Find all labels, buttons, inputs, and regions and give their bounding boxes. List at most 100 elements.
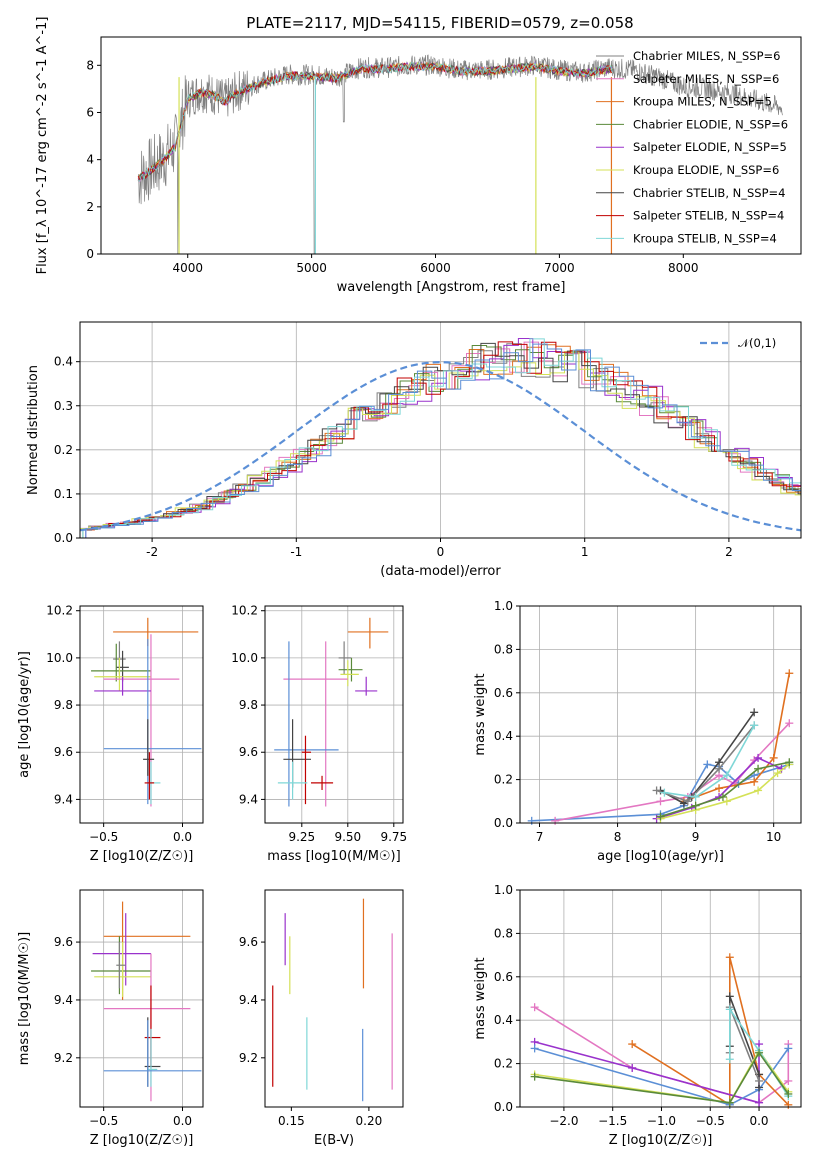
x-tick-label: -2 [146, 545, 158, 559]
x-axis-label: age [log10(age/yr)] [597, 849, 724, 864]
axes-frame [519, 889, 802, 1108]
error-bar-point [283, 641, 348, 807]
error-bar-point [94, 942, 151, 998]
y-tick-label: 0.1 [54, 487, 73, 501]
error-bar-point [144, 752, 155, 800]
histogram-step [85, 343, 801, 538]
observed-spectrum [137, 54, 783, 254]
y-tick-label: 9.6 [239, 745, 258, 759]
error-bar-point [144, 985, 161, 1067]
x-tick-label: 7 [536, 830, 544, 844]
y-tick-label: 0.2 [494, 773, 513, 787]
y-tick-label: 0.6 [494, 970, 513, 984]
legend-label: Chabrier STELIB, N_SSP=4 [633, 186, 785, 200]
error-bar-point [91, 643, 151, 682]
x-tick-label: 9 [692, 830, 700, 844]
y-tick-label: 9.6 [54, 935, 73, 949]
x-tick-label: 2 [725, 545, 733, 559]
histogram-step [82, 338, 801, 538]
legend-label: Chabrier MILES, N_SSP=6 [633, 49, 780, 63]
y-tick-label: 1.0 [494, 883, 513, 897]
y-tick-label: 10.0 [231, 651, 258, 665]
y-tick-label: 9.8 [239, 698, 258, 712]
y-tick-label: 9.4 [54, 993, 73, 1007]
weight-series [530, 1048, 793, 1107]
x-tick-label: 8000 [668, 261, 699, 275]
age-vs-metallicity-panel: −0.5 0.0 9.4 9.6 9.8 10.0 10.2 Z [log10(Z/Z☉)] a… [17, 604, 204, 864]
x-tick-label: 0.0 [173, 1114, 192, 1128]
model-spectrum [137, 61, 613, 183]
model-spectrum [137, 62, 613, 182]
error-bar-point [340, 660, 359, 687]
legend-label: Salpeter MILES, N_SSP=6 [633, 72, 779, 86]
x-tick-label: 0.20 [356, 1114, 383, 1128]
weight-line [534, 1041, 760, 1104]
error-bar-point [103, 953, 191, 1102]
y-tick-label: 0.4 [494, 729, 513, 743]
error-bar-point [274, 641, 339, 807]
x-tick-label: -1 [290, 545, 302, 559]
y-tick-label: 0.2 [54, 443, 73, 457]
y-tick-label: 0.0 [494, 1100, 513, 1114]
axes-frame [264, 889, 404, 1108]
x-tick-label: 9.75 [380, 830, 407, 844]
y-axis-label: Normed distribution [26, 365, 41, 495]
error-bar-point [311, 775, 334, 790]
error-bar-point [301, 735, 311, 805]
x-axis-label: (data-model)/error [380, 564, 501, 579]
weight-line [656, 724, 755, 803]
x-tick-label: 6000 [420, 261, 451, 275]
y-tick-label: 0.2 [494, 1057, 513, 1071]
axes-frame [100, 36, 802, 255]
spectrum-panel: 4000 5000 6000 7000 8000 0 2 4 6 8 PLATE=2117, MJD… [35, 14, 802, 295]
x-tick-label: 0.0 [173, 830, 192, 844]
axes-frame [79, 605, 204, 824]
error-bar-point [277, 761, 308, 800]
y-tick-label: 0.4 [494, 1013, 513, 1027]
weight-series [660, 721, 759, 801]
error-bar-point [147, 1028, 158, 1087]
error-bar-point [113, 617, 199, 647]
legend-label: Chabrier ELODIE, N_SSP=6 [633, 117, 788, 131]
x-tick-label: 5000 [296, 261, 327, 275]
x-tick-label: 4000 [172, 261, 203, 275]
error-bar-point [338, 657, 363, 682]
error-bar-point [347, 617, 389, 649]
axes-frame [79, 889, 204, 1108]
x-tick-label: 1 [581, 545, 589, 559]
x-axis-label: Z [log10(Z/Z☉)] [90, 1133, 194, 1148]
y-axis-label: mass weight [473, 673, 488, 755]
error-bar-point [103, 639, 202, 805]
weight-line [660, 763, 790, 820]
y-tick-label: 10.2 [231, 604, 258, 618]
weight-line [729, 996, 760, 1088]
y-tick-label: 9.8 [54, 698, 73, 712]
x-axis-label: E(B-V) [314, 1133, 354, 1148]
y-tick-label: 9.2 [54, 1051, 73, 1065]
x-tick-label: 0.15 [278, 1114, 305, 1128]
weight-series [656, 758, 794, 821]
x-tick-label: 9.25 [288, 830, 315, 844]
weight-vs-age-panel: 7 8 9 10 0.0 0.2 0.4 0.6 0.8 1.0 age [log10(age/yr… [473, 599, 802, 864]
x-tick-label: 9.50 [334, 830, 361, 844]
y-tick-label: 8 [86, 58, 94, 72]
histogram-step [80, 341, 801, 538]
weight-series [530, 1037, 764, 1107]
y-tick-label: 1.0 [494, 599, 513, 613]
y-tick-label: 10.0 [46, 651, 73, 665]
y-tick-label: 0.6 [494, 686, 513, 700]
histogram-step [82, 345, 801, 538]
y-tick-label: 2 [86, 200, 94, 214]
y-tick-label: 9.6 [54, 745, 73, 759]
error-bar-point [355, 676, 378, 696]
x-axis-label: Z [log10(Z/Z☉)] [90, 849, 194, 864]
error-bar-point [116, 942, 126, 989]
x-tick-label: −1.5 [598, 1114, 627, 1128]
legend: Chabrier MILES, N_SSP=6 Salpeter MILES, N… [596, 49, 788, 245]
weight-series [551, 719, 794, 825]
mass-vs-ebv-panel: 0.15 0.20 9.2 9.4 9.6 E(B-V) [239, 889, 404, 1148]
weight-line [660, 711, 755, 805]
histogram-group [80, 338, 801, 538]
chart-title: PLATE=2117, MJD=54115, FIBERID=0579, z=0… [246, 14, 633, 32]
